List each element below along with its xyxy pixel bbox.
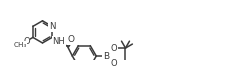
Text: O: O [23, 37, 30, 46]
Text: O: O [68, 35, 75, 44]
Text: N: N [49, 22, 55, 31]
Text: O: O [111, 60, 117, 68]
Text: NH: NH [53, 37, 65, 46]
Text: CH₃: CH₃ [13, 42, 27, 48]
Text: O: O [111, 44, 117, 53]
Text: B: B [103, 52, 109, 61]
